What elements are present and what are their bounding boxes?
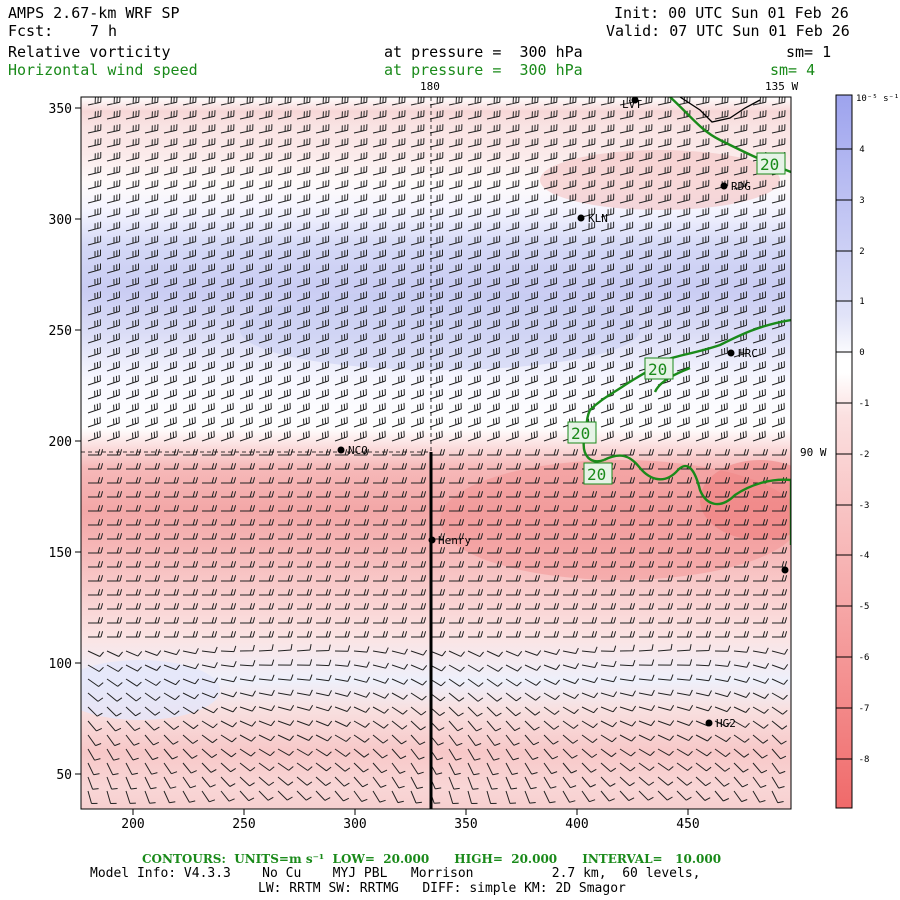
footer-physics: LW: RRTM SW: RRTMG DIFF: simple KM: 2D S… bbox=[258, 881, 626, 896]
cbar-tick-4: 4 bbox=[859, 145, 864, 155]
coastline bbox=[679, 97, 761, 123]
vorticity-field bbox=[81, 97, 791, 809]
contour-labels: 20 20 20 20 bbox=[567, 152, 786, 485]
y-tick-350: 350 bbox=[49, 102, 72, 117]
init-time: Init: 00 UTC Sun 01 Feb 26 bbox=[614, 4, 849, 22]
model-title: AMPS 2.67-km WRF SP bbox=[8, 4, 180, 22]
cbar-tick-m3: -3 bbox=[859, 501, 870, 511]
footer-contours: CONTOURS: UNITS=m s⁻¹ LOW= 20.000 HIGH= … bbox=[142, 852, 722, 866]
y-tick-300: 300 bbox=[49, 213, 72, 228]
x-tick-250: 250 bbox=[232, 817, 255, 832]
y-axis: 350 300 250 200 150 100 50 bbox=[49, 102, 81, 783]
cbar-tick-0: 0 bbox=[859, 348, 864, 358]
label-90w: 90 W bbox=[800, 446, 827, 459]
field2-level: at pressure = 300 hPa bbox=[384, 61, 583, 79]
plot-frame bbox=[80, 96, 792, 810]
label-180: 180 bbox=[420, 80, 440, 93]
x-axis: 200 250 300 350 400 450 bbox=[121, 809, 700, 832]
y-tick-200: 200 bbox=[49, 435, 72, 450]
cbar-tick-m5: -5 bbox=[859, 602, 870, 612]
cbar-tick-m7: -7 bbox=[859, 704, 870, 714]
station-hrc: HRC bbox=[738, 347, 758, 360]
field2-name: Horizontal wind speed bbox=[8, 61, 198, 79]
cbar-tick-m2: -2 bbox=[859, 450, 870, 460]
x-tick-200: 200 bbox=[121, 817, 144, 832]
contour-label-3: 20 bbox=[571, 424, 590, 443]
y-tick-150: 150 bbox=[49, 546, 72, 561]
field1-smoothing: sm= 1 bbox=[786, 43, 832, 61]
cbar-tick-2: 2 bbox=[859, 247, 864, 257]
valid-time: Valid: 07 UTC Sun 01 Feb 26 bbox=[606, 22, 850, 40]
cbar-tick-m4: -4 bbox=[859, 551, 870, 561]
forecast-label: Fcst: bbox=[8, 22, 54, 40]
station-henry: Henry bbox=[438, 534, 471, 547]
field1-name: Relative vorticity bbox=[8, 43, 171, 61]
x-tick-350: 350 bbox=[454, 817, 477, 832]
cbar-tick-1: 1 bbox=[859, 297, 864, 307]
cbar-tick-m6: -6 bbox=[859, 653, 870, 663]
station-kln: KLN bbox=[588, 212, 608, 225]
cbar-tick-m1: -1 bbox=[859, 399, 870, 409]
cbar-tick-m8: -8 bbox=[859, 755, 870, 765]
contour-label-1: 20 bbox=[760, 155, 779, 174]
y-tick-250: 250 bbox=[49, 324, 72, 339]
station-nco: NCO bbox=[348, 444, 368, 457]
footer-model-info: Model Info: V4.3.3 No Cu MYJ PBL Morriso… bbox=[90, 866, 701, 881]
x-tick-300: 300 bbox=[343, 817, 366, 832]
y-tick-50: 50 bbox=[56, 768, 72, 783]
colorbar: 10⁻⁵ s⁻¹ 4 3 2 1 0 -1 -2 -3 -4 -5 -6 -7 … bbox=[835, 94, 899, 809]
forecast-value: 7 h bbox=[90, 22, 118, 40]
colorbar-units: 10⁻⁵ s⁻¹ bbox=[856, 94, 899, 104]
field2-smoothing: sm= 4 bbox=[770, 61, 816, 79]
station-lvt: LVT bbox=[622, 98, 642, 111]
wind-barb-paths bbox=[87, 97, 789, 804]
field1-level: at pressure = 300 hPa bbox=[384, 43, 583, 61]
label-135w: 135 W bbox=[765, 80, 798, 93]
stations: LVT RDG KLN HRC NCO Henry HG2 bbox=[337, 96, 789, 730]
x-tick-400: 400 bbox=[565, 817, 588, 832]
station-rdg: RDG bbox=[731, 180, 751, 193]
contour-label-2: 20 bbox=[648, 360, 667, 379]
y-tick-100: 100 bbox=[49, 657, 72, 672]
cbar-tick-3: 3 bbox=[859, 196, 864, 206]
wind-barbs bbox=[87, 97, 789, 804]
wind-contour-lower bbox=[603, 454, 791, 545]
x-tick-450: 450 bbox=[676, 817, 699, 832]
station-hg2: HG2 bbox=[716, 717, 736, 730]
contour-label-4: 20 bbox=[587, 465, 606, 484]
